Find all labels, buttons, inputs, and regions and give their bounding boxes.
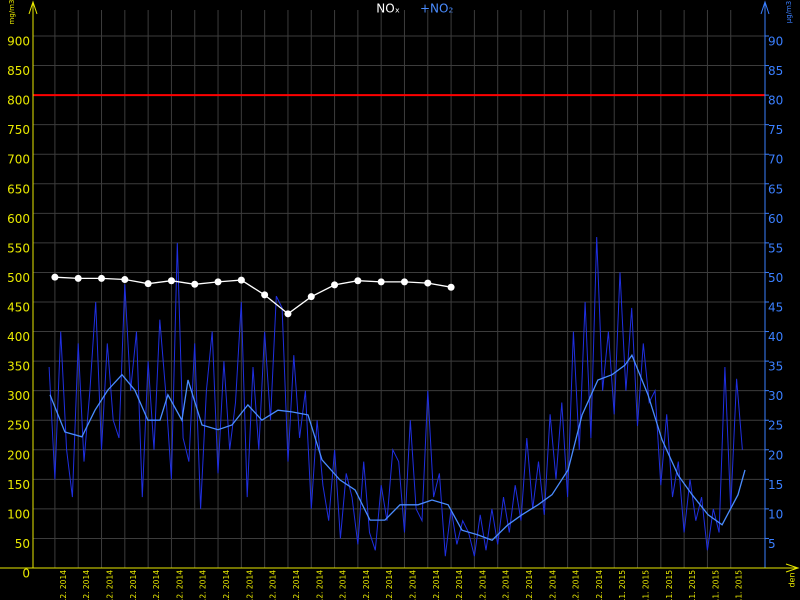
y2-tick-label: 65: [768, 182, 783, 196]
x-tick-label: 21.12. 2014: [362, 570, 371, 600]
point: [214, 278, 222, 286]
point: [144, 280, 152, 288]
point: [98, 274, 106, 282]
y2-tick-label: 15: [768, 478, 783, 492]
x-tick-label: 1.1. 2015: [618, 570, 627, 600]
y2-tick-label: 5: [768, 537, 776, 551]
y2-tick-label: 90: [768, 35, 783, 49]
y2-tick-label: 80: [768, 94, 783, 108]
point: [354, 277, 362, 285]
x-tick-label: 17.12. 2014: [269, 570, 278, 600]
y2-tick-label: 25: [768, 419, 783, 433]
y-tick-label: 150: [7, 478, 30, 492]
x-axis-arrow: [785, 563, 800, 573]
y2-tick-label: 20: [768, 448, 783, 462]
series-line: [49, 353, 746, 541]
point: [121, 276, 129, 284]
y2-unit: µg/m3: [785, 1, 793, 24]
point: [284, 310, 292, 318]
y-tick-label: 550: [7, 241, 30, 255]
x-tick-label: 16.12. 2014: [245, 570, 254, 600]
y2-tick-label: 50: [768, 271, 783, 285]
y-tick-label: 50: [15, 537, 30, 551]
point: [74, 274, 82, 282]
x-tick-label: 24.12. 2014: [432, 570, 441, 600]
x-tick-label: 18.12. 2014: [292, 570, 301, 600]
y-unit: mg/m3: [8, 0, 16, 24]
x-tick-label: 2.1. 2015: [642, 570, 651, 600]
y2-tick-label: 35: [768, 360, 783, 374]
x-tick-label: 27.12. 2014: [502, 570, 511, 600]
y-tick-label: 250: [7, 419, 30, 433]
x-tick-label: 25.12. 2014: [455, 570, 464, 600]
y-tick-label: 600: [7, 212, 30, 226]
x-tick-label: 29.12. 2014: [548, 570, 557, 600]
y-tick-label: 450: [7, 301, 30, 315]
y-tick-label: 0: [22, 567, 30, 581]
y-tick-label: 350: [7, 360, 30, 374]
y-tick-label: 300: [7, 389, 30, 403]
x-tick-label: 12.12. 2014: [152, 570, 161, 600]
x-tick-label: 13.12. 2014: [175, 570, 184, 600]
y-tick-label: 100: [7, 507, 30, 521]
point: [331, 281, 339, 289]
y2-tick-label: 45: [768, 301, 783, 315]
legend-no2: +NO₂: [420, 2, 453, 16]
series-line: [54, 276, 452, 315]
x-tick-label: 23.12. 2014: [408, 570, 417, 600]
y-tick-label: 700: [7, 153, 30, 167]
y-tick-label: 650: [7, 182, 30, 196]
y2-tick-label: 85: [768, 64, 783, 78]
x-tick-label: 15.12. 2014: [222, 570, 231, 600]
legend-nox: NOₓ: [376, 2, 400, 16]
point: [377, 278, 385, 286]
x-tick-label: 8.12. 2014: [59, 570, 68, 600]
x-tick-label: 22.12. 2014: [385, 570, 394, 600]
y-tick-label: 200: [7, 448, 30, 462]
x-unit: den: [788, 572, 797, 587]
x-tick-label: 5.1. 2015: [711, 570, 720, 600]
x-tick-label: 31.12. 2014: [595, 570, 604, 600]
y2-tick-label: 60: [768, 212, 783, 226]
y-axis-arrow: [28, 0, 38, 15]
point: [261, 291, 269, 299]
x-tick-label: 11.12. 2014: [129, 570, 138, 600]
point: [167, 277, 175, 285]
y2-tick-label: 40: [768, 330, 783, 344]
point: [51, 273, 59, 281]
y2-tick-label: 70: [768, 153, 783, 167]
y-tick-label: 900: [7, 35, 30, 49]
series-line: [48, 236, 743, 557]
point: [447, 283, 455, 291]
x-tick-label: 20.12. 2014: [339, 570, 348, 600]
x-tick-label: 4.1. 2015: [688, 570, 697, 600]
y2-tick-label: 30: [768, 389, 783, 403]
y-tick-label: 400: [7, 330, 30, 344]
x-tick-label: 19.12. 2014: [315, 570, 324, 600]
y-tick-label: 500: [7, 271, 30, 285]
x-tick-label: 6.1. 2015: [735, 570, 744, 600]
y2-tick-label: 55: [768, 241, 783, 255]
x-tick-label: 26.12. 2014: [478, 570, 487, 600]
y-tick-label: 850: [7, 64, 30, 78]
point: [400, 278, 408, 286]
y2-tick-label: 10: [768, 507, 783, 521]
y2-axis-arrow: [760, 0, 770, 15]
point: [307, 293, 315, 301]
x-tick-label: 3.1. 2015: [665, 570, 674, 600]
x-tick-label: 9.12. 2014: [82, 570, 91, 600]
x-tick-label: 30.12. 2014: [572, 570, 581, 600]
y-tick-label: 800: [7, 94, 30, 108]
point: [191, 280, 199, 288]
x-tick-label: 10.12. 2014: [106, 570, 115, 600]
y2-tick-label: 75: [768, 123, 783, 137]
y-tick-label: 750: [7, 123, 30, 137]
point: [237, 276, 245, 284]
x-tick-label: 28.12. 2014: [525, 570, 534, 600]
x-tick-label: 14.12. 2014: [199, 570, 208, 600]
point: [424, 279, 432, 287]
